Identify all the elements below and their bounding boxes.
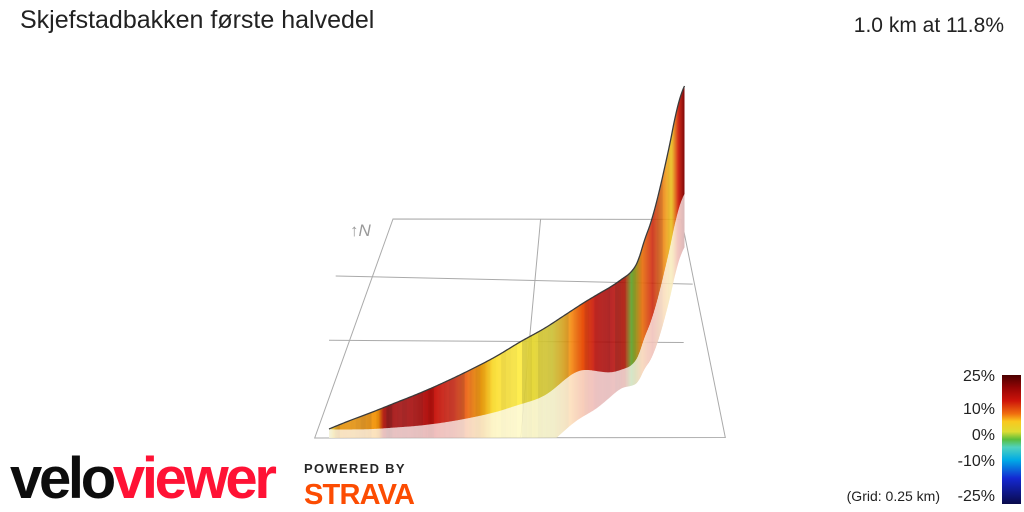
svg-text:0%: 0% bbox=[972, 427, 995, 444]
svg-text:veloviewer: veloviewer bbox=[10, 452, 276, 511]
svg-text:STRAVA: STRAVA bbox=[304, 479, 415, 511]
svg-text:25%: 25% bbox=[963, 368, 995, 385]
svg-text:-10%: -10% bbox=[958, 453, 995, 470]
svg-text:(Grid: 0.25 km): (Grid: 0.25 km) bbox=[847, 488, 940, 504]
svg-text:POWERED BY: POWERED BY bbox=[304, 461, 406, 476]
svg-text:10%: 10% bbox=[963, 401, 995, 418]
svg-text:-25%: -25% bbox=[958, 488, 995, 505]
